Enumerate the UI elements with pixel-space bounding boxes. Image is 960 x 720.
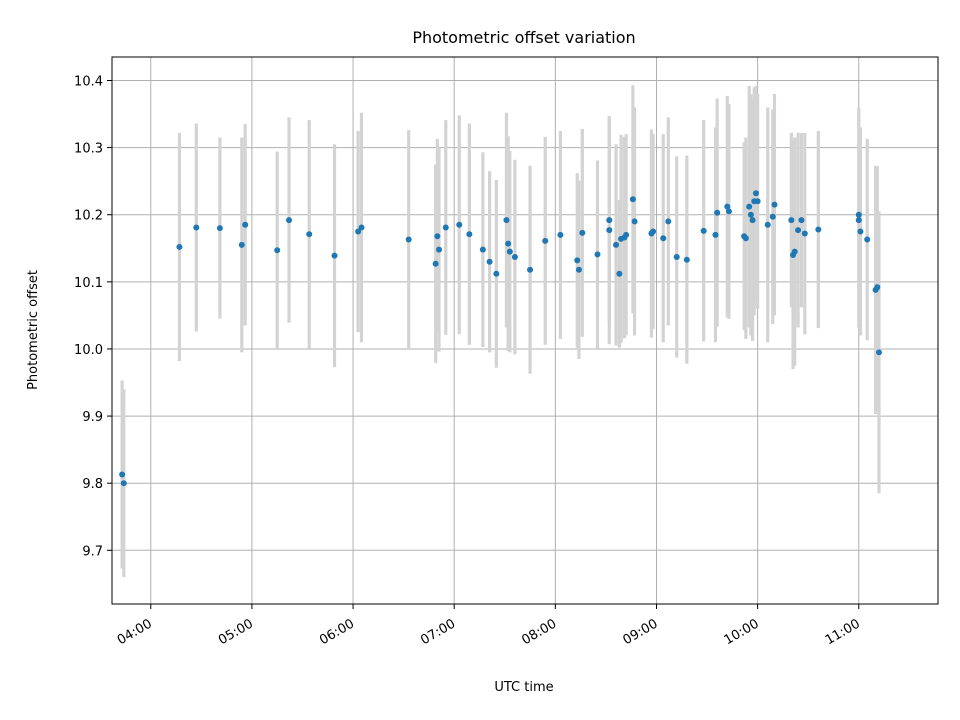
- data-point: [754, 198, 761, 205]
- data-point: [331, 252, 338, 259]
- data-point: [749, 217, 756, 224]
- data-point: [594, 251, 601, 258]
- data-point: [864, 236, 871, 243]
- plot-frame: [111, 56, 939, 605]
- data-point: [216, 225, 223, 232]
- data-point: [355, 228, 362, 235]
- chart-title: Photometric offset variation: [412, 28, 635, 47]
- data-point: [650, 228, 657, 235]
- data-point: [876, 349, 882, 356]
- y-tick-label: 10.2: [74, 209, 103, 224]
- data-point: [788, 217, 795, 224]
- data-point: [764, 221, 771, 228]
- data-point: [801, 230, 808, 237]
- data-point: [700, 227, 707, 234]
- data-point: [855, 211, 862, 218]
- data-point: [683, 256, 690, 263]
- data-point: [629, 196, 636, 203]
- data-point: [405, 236, 412, 243]
- data-point: [815, 226, 822, 233]
- data-point: [486, 258, 493, 265]
- data-point: [714, 209, 721, 216]
- data-point: [274, 247, 281, 254]
- data-point: [442, 224, 449, 231]
- data-point: [432, 260, 439, 267]
- y-tick-label: 10.1: [74, 276, 103, 291]
- data-point: [358, 224, 365, 231]
- data-point: [855, 217, 862, 224]
- data-points: [119, 190, 882, 487]
- data-point: [505, 240, 512, 247]
- data-point: [479, 246, 486, 253]
- data-point: [795, 227, 802, 234]
- x-axis-ticks: 04:00 05:00 06:00 07:00 08:00 09:00 10:00 11:00: [115, 604, 863, 648]
- y-tick-label: 10.4: [74, 74, 103, 89]
- y-tick-label: 9.8: [82, 477, 103, 492]
- data-point: [724, 203, 731, 210]
- data-point: [176, 243, 183, 250]
- x-tick-label: 09:00: [621, 616, 661, 648]
- y-tick-label: 9.7: [82, 544, 103, 559]
- data-point: [242, 221, 249, 228]
- data-point: [742, 235, 749, 242]
- data-point: [434, 233, 441, 240]
- data-point: [791, 248, 798, 255]
- data-point: [574, 257, 581, 264]
- y-axis-label: Photometric offset: [26, 270, 41, 390]
- data-point: [575, 266, 582, 273]
- data-point: [511, 254, 518, 261]
- data-point: [238, 241, 245, 248]
- x-tick-label: 08:00: [519, 616, 559, 648]
- data-point: [306, 231, 313, 238]
- x-axis-label: UTC time: [494, 680, 553, 695]
- data-point: [542, 237, 549, 244]
- data-point: [771, 201, 778, 208]
- data-point: [606, 227, 613, 234]
- data-point: [119, 471, 126, 478]
- data-point: [503, 217, 510, 224]
- data-point: [746, 203, 753, 210]
- data-point: [660, 235, 667, 242]
- y-tick-label: 9.9: [82, 410, 103, 425]
- data-point: [286, 217, 292, 224]
- data-point: [493, 270, 500, 277]
- grid-y-lines: [112, 79, 938, 551]
- data-point: [466, 231, 473, 238]
- data-point: [120, 480, 127, 487]
- error-bars: [120, 85, 881, 578]
- data-point: [616, 270, 623, 277]
- data-point: [456, 221, 463, 228]
- data-point: [725, 208, 732, 215]
- data-point: [798, 217, 805, 224]
- data-point: [613, 241, 620, 248]
- data-point: [623, 231, 630, 238]
- x-tick-label: 10:00: [722, 616, 762, 648]
- data-point: [527, 266, 534, 273]
- data-point: [769, 213, 776, 220]
- data-point: [673, 254, 680, 261]
- x-tick-label: 07:00: [418, 616, 458, 648]
- x-tick-label: 11:00: [823, 616, 863, 648]
- data-point: [606, 217, 613, 224]
- grid: [112, 57, 938, 604]
- data-point: [193, 224, 200, 231]
- data-point: [436, 246, 443, 253]
- data-point: [747, 211, 754, 218]
- data-point: [712, 231, 719, 238]
- data-point: [506, 248, 513, 255]
- y-tick-label: 10.0: [74, 343, 103, 358]
- data-point: [557, 231, 564, 238]
- data-point: [752, 190, 759, 197]
- x-tick-label: 05:00: [216, 616, 256, 648]
- data-point: [631, 218, 638, 225]
- data-point: [857, 228, 864, 235]
- data-point: [665, 218, 672, 225]
- data-point: [579, 229, 586, 236]
- x-tick-label: 06:00: [317, 616, 357, 648]
- y-axis-ticks: 9.7 9.8 9.9 10.0 10.1 10.2 10.3 10.4: [74, 74, 112, 559]
- x-tick-label: 04:00: [115, 616, 155, 648]
- data-point: [874, 284, 881, 291]
- y-tick-label: 10.3: [74, 142, 103, 157]
